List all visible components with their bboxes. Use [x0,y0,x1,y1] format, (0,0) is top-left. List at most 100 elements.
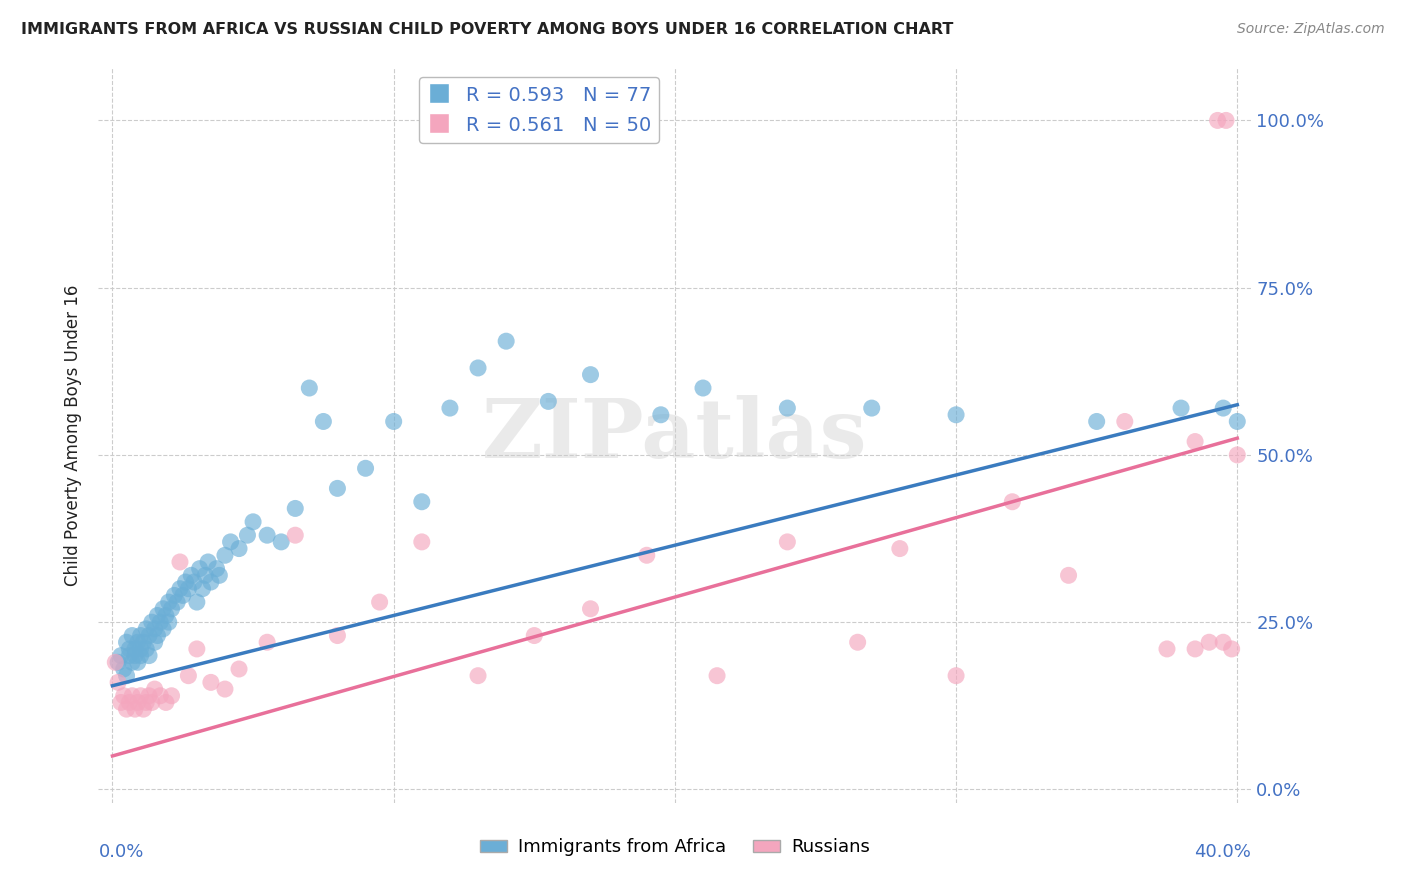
Point [127,696,149,710]
Point [104,655,127,669]
Point [692,381,714,395]
Point [1001,494,1024,508]
Point [157,595,180,609]
Point [889,541,911,556]
Point [1057,568,1080,582]
Point [411,494,433,508]
Point [846,635,869,649]
Point [1215,113,1237,128]
Point [118,696,141,710]
Point [146,628,169,642]
Point [121,628,143,642]
Point [166,595,188,609]
Point [183,574,205,589]
Point [1170,401,1192,416]
Point [284,528,307,542]
Point [107,675,129,690]
Point [155,696,177,710]
Point [143,622,166,636]
Point [523,628,546,642]
Point [132,702,155,716]
Point [118,648,141,663]
Point [143,635,166,649]
Point [121,689,143,703]
Point [945,669,967,683]
Point [197,555,219,569]
Point [141,696,163,710]
Point [200,675,222,690]
Text: Source: ZipAtlas.com: Source: ZipAtlas.com [1237,22,1385,37]
Point [143,681,166,696]
Point [132,635,155,649]
Point [579,601,602,615]
Text: 40.0%: 40.0% [1195,843,1251,862]
Point [1226,414,1249,428]
Point [149,689,172,703]
Y-axis label: Child Poverty Among Boys Under 16: Child Poverty Among Boys Under 16 [65,285,83,585]
Point [186,595,208,609]
Point [214,681,236,696]
Point [1198,635,1220,649]
Point [312,414,335,428]
Point [1156,642,1178,657]
Point [636,548,658,563]
Point [155,608,177,623]
Point [115,669,138,683]
Point [382,414,405,428]
Point [127,635,149,649]
Point [650,408,672,422]
Point [186,642,208,657]
Point [180,568,202,582]
Point [256,635,278,649]
Point [706,669,728,683]
Point [1184,642,1206,657]
Point [495,334,517,348]
Point [284,501,307,516]
Point [1212,401,1234,416]
Point [138,628,160,642]
Point [236,528,259,542]
Point [152,622,174,636]
Point [149,615,172,630]
Point [860,401,883,416]
Point [160,601,183,615]
Point [174,574,197,589]
Point [298,381,321,395]
Point [1220,642,1243,657]
Point [1206,113,1229,128]
Point [169,555,191,569]
Point [135,622,157,636]
Point [776,534,799,549]
Point [177,582,200,596]
Point [368,595,391,609]
Point [354,461,377,475]
Text: 0.0%: 0.0% [98,843,143,862]
Point [205,562,228,576]
Point [110,696,132,710]
Point [107,655,129,669]
Point [228,541,250,556]
Point [467,360,489,375]
Point [537,394,560,409]
Point [1226,448,1249,462]
Point [191,582,214,596]
Point [776,401,799,416]
Point [214,548,236,563]
Legend: Immigrants from Africa, Russians: Immigrants from Africa, Russians [472,831,877,863]
Point [270,534,292,549]
Point [169,582,191,596]
Point [163,589,186,603]
Point [1085,414,1108,428]
Point [256,528,278,542]
Point [208,568,231,582]
Point [945,408,967,422]
Point [135,696,157,710]
Point [1184,434,1206,449]
Point [129,689,152,703]
Point [129,628,152,642]
Point [115,702,138,716]
Point [138,689,160,703]
Point [141,615,163,630]
Point [242,515,264,529]
Point [160,689,183,703]
